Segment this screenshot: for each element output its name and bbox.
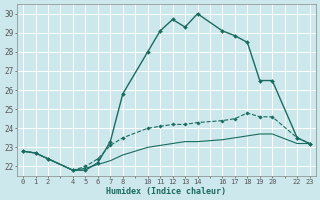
X-axis label: Humidex (Indice chaleur): Humidex (Indice chaleur) [106,187,226,196]
